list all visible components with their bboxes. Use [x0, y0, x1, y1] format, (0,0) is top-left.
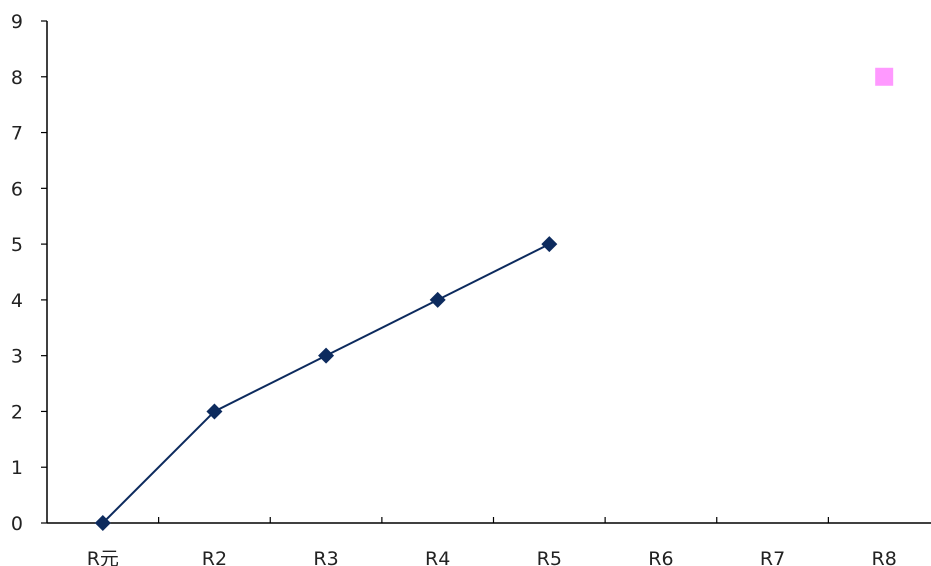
y-tick-label: 9 [11, 11, 23, 33]
x-tick-label: R4 [425, 548, 450, 566]
x-tick-label: R2 [202, 548, 227, 566]
y-tick-label: 8 [11, 67, 23, 89]
x-tick-label: R7 [760, 548, 785, 566]
x-tick-label: R6 [648, 548, 673, 566]
x-tick-label: R8 [872, 548, 897, 566]
x-tick-label: R3 [313, 548, 338, 566]
data-point-diamond [206, 403, 223, 420]
x-tick-label: R元 [87, 548, 119, 566]
y-tick-label: 2 [11, 401, 23, 423]
data-point-diamond [541, 236, 558, 253]
y-tick-label: 1 [11, 457, 23, 479]
y-tick-label: 7 [11, 123, 23, 145]
y-tick-label: 3 [11, 346, 23, 368]
data-point-diamond [94, 515, 111, 531]
y-tick-label: 4 [11, 290, 23, 312]
series-line-0 [102, 243, 550, 524]
series-layer [94, 67, 894, 531]
axes: 0 1 2 3 4 5 6 7 8 9 R元 R2 R3 R4 R5 R6 R7 R8 [11, 11, 931, 566]
x-tick-label: R5 [537, 548, 562, 566]
data-point-diamond [318, 347, 335, 364]
y-tick-label: 6 [11, 178, 23, 200]
y-tick-label: 0 [11, 513, 23, 535]
y-tick-label: 5 [11, 234, 23, 256]
data-point-square [875, 67, 894, 86]
data-point-diamond [429, 291, 446, 308]
